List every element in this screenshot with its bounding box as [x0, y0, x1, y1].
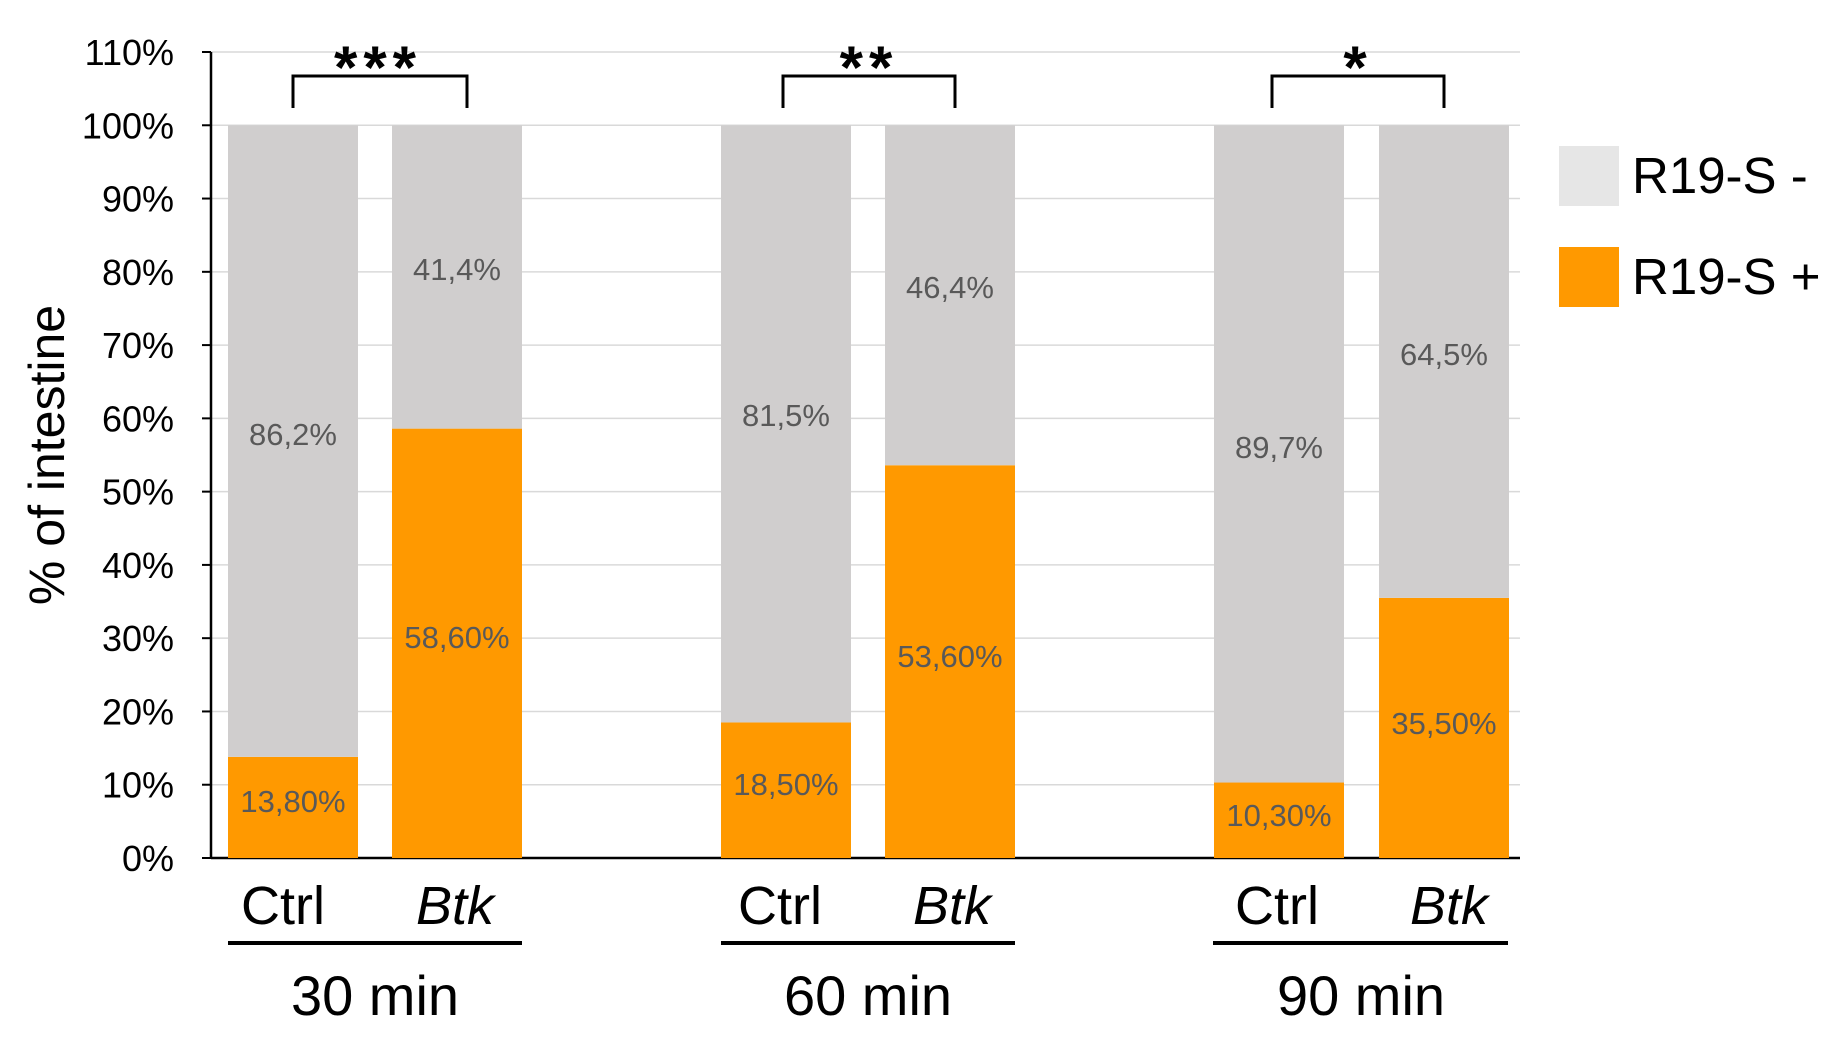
data-label-r19s-negative: 41,4%: [413, 252, 501, 287]
data-label-r19s-positive: 35,50%: [1391, 706, 1496, 741]
y-tick-label: 110%: [85, 32, 174, 73]
y-tick-label: 0%: [122, 838, 174, 879]
data-label-r19s-positive: 58,60%: [404, 620, 509, 655]
legend-label: R19-S -: [1632, 147, 1808, 204]
group-label: 60 min: [784, 964, 952, 1027]
y-tick-label: 50%: [102, 472, 174, 513]
bar-segment-r19s-positive: [228, 756, 358, 858]
data-label-r19s-negative: 86,2%: [249, 417, 337, 452]
legend-swatch: [1559, 247, 1619, 307]
y-tick-label: 70%: [102, 325, 174, 366]
y-tick-label: 30%: [102, 618, 174, 659]
data-label-r19s-negative: 89,7%: [1235, 430, 1323, 465]
bar-segment-r19s-negative: [392, 125, 522, 429]
category-label: Btk: [913, 876, 994, 936]
y-tick-label: 100%: [82, 105, 174, 146]
data-label-r19s-negative: 46,4%: [906, 270, 994, 305]
category-label: Btk: [1410, 876, 1491, 936]
bar-segment-r19s-negative: [721, 125, 851, 723]
bar-segment-r19s-negative: [1214, 125, 1344, 783]
legend-swatch: [1559, 146, 1619, 206]
y-tick-label: 40%: [102, 545, 174, 586]
data-label-r19s-positive: 53,60%: [897, 639, 1002, 674]
significance-bracket: [291, 74, 469, 108]
y-tick-label: 10%: [102, 765, 174, 806]
y-tick-label: 90%: [102, 179, 174, 220]
category-label: Btk: [416, 876, 497, 936]
significance-bracket: [1270, 74, 1446, 108]
bar-segment-r19s-positive: [1214, 782, 1344, 858]
category-label: Ctrl: [738, 876, 822, 936]
data-label-r19s-positive: 13,80%: [240, 784, 345, 819]
data-label-r19s-positive: 10,30%: [1226, 798, 1331, 833]
y-tick-label: 20%: [102, 691, 174, 732]
bar-segment-r19s-negative: [1379, 125, 1509, 598]
y-tick-label: 60%: [102, 398, 174, 439]
y-tick-label: 80%: [102, 252, 174, 293]
data-label-r19s-negative: 64,5%: [1400, 337, 1488, 372]
category-label: Ctrl: [1235, 876, 1319, 936]
bar-segment-r19s-negative: [228, 125, 358, 757]
y-axis-title: % of intestine: [19, 305, 75, 605]
data-label-r19s-negative: 81,5%: [742, 398, 830, 433]
data-label-r19s-positive: 18,50%: [733, 767, 838, 802]
bar-segment-r19s-negative: [885, 125, 1015, 466]
significance-bracket: [781, 74, 957, 108]
significance-stars: *: [1343, 34, 1372, 101]
group-label: 30 min: [291, 964, 459, 1027]
bar-segment-r19s-positive: [885, 465, 1015, 858]
bar-segment-r19s-positive: [1379, 597, 1509, 858]
bar-segment-r19s-positive: [721, 722, 851, 858]
group-label: 90 min: [1277, 964, 1445, 1027]
legend-label: R19-S +: [1632, 248, 1821, 305]
bar-segment-r19s-positive: [392, 428, 522, 858]
significance-stars: **: [840, 34, 899, 101]
category-label: Ctrl: [241, 876, 325, 936]
significance-stars: ***: [334, 34, 422, 101]
